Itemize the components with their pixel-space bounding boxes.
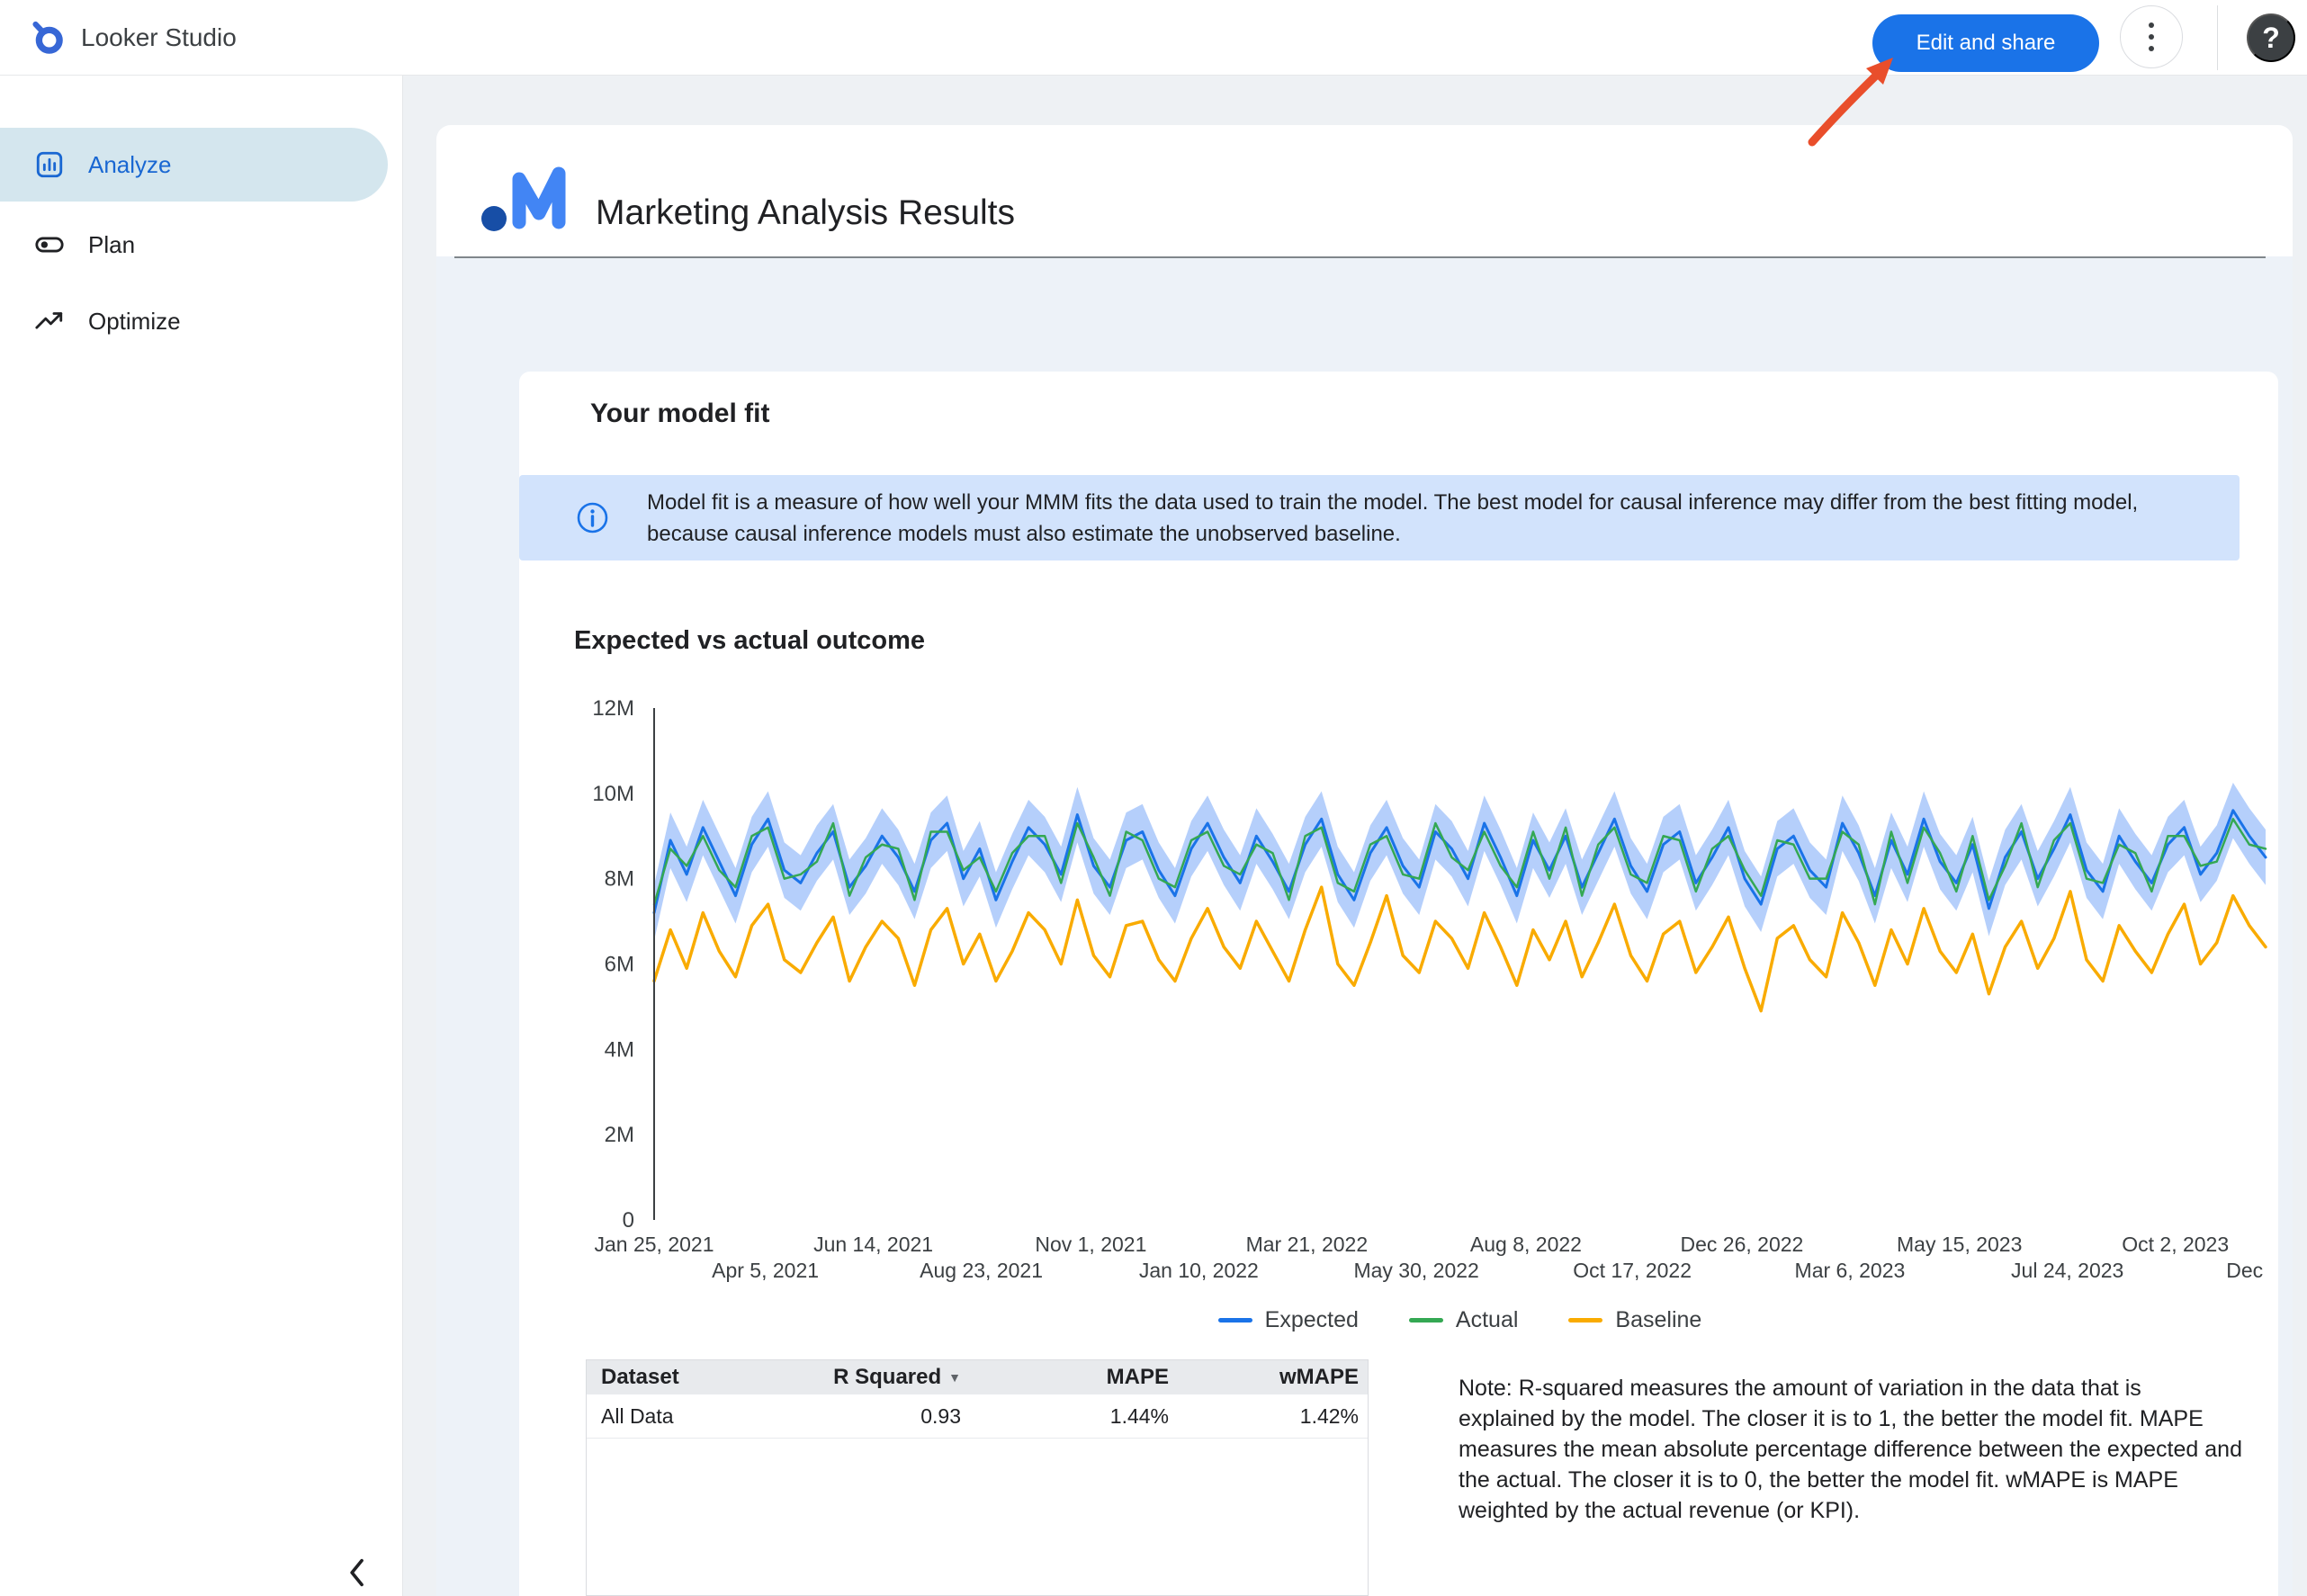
metrics-note: Note: R-squared measures the amount of v… [1459,1376,2242,1523]
sort-desc-icon: ▼ [948,1370,961,1385]
expected-line-swatch [1217,1318,1252,1323]
x-tick-label: May 15, 2023 [1897,1233,2022,1256]
x-tick-label: Jan 10, 2022 [1139,1259,1259,1282]
info-banner: Model fit is a measure of how well your … [519,475,2240,560]
main-area: Marketing Analysis Results Your model fi… [403,76,2307,1596]
legend-item-actual[interactable]: Actual [1408,1307,1518,1333]
section-title: Your model fit [590,399,770,428]
x-tick-label: Jul 24, 2023 [2011,1259,2123,1282]
y-tick-label: 10M [592,782,634,806]
x-tick-label: Apr 5, 2021 [712,1259,819,1282]
legend-item-expected[interactable]: Expected [1217,1307,1359,1333]
info-banner-text: Model fit is a measure of how well your … [647,489,2139,546]
chart-title: Expected vs actual outcome [574,626,926,655]
sidebar-item-optimize[interactable]: Optimize [0,288,388,354]
report-page: Marketing Analysis Results Your model fi… [436,125,2293,1596]
collapse-sidebar-button[interactable] [331,1547,382,1596]
cell-wmape: 1.42% [1299,1403,1359,1428]
topbar-divider [2217,5,2218,70]
cell-dataset: All Data [601,1403,674,1428]
model-fit-table: Dataset R Squared ▼ MAPE wMAPE All Data … [586,1359,1369,1596]
header-wmape[interactable]: wMAPE [1279,1365,1359,1389]
x-tick-label: Oct 2, 2023 [2122,1233,2229,1256]
x-tick-label: May 30, 2022 [1353,1259,1478,1282]
x-tick-label: Nov 1, 2021 [1035,1233,1146,1256]
info-icon [577,502,608,533]
left-nav: Analyze Plan Optimize [0,76,403,1596]
edit-and-share-button[interactable]: Edit and share [1872,14,2099,72]
legend-item-baseline[interactable]: Baseline [1568,1307,1701,1333]
optimize-trending-up-icon [35,312,63,329]
baseline-line-swatch [1568,1318,1603,1323]
model-fit-card: Your model fit Model fit is a measure of… [519,372,2278,1596]
x-tick-label: Aug 8, 2022 [1470,1233,1582,1256]
x-tick-label: Mar 21, 2022 [1246,1233,1369,1256]
table-row: All Data 0.93 1.44% 1.42% [587,1394,1368,1439]
x-tick-label: Mar 6, 2023 [1795,1259,1906,1282]
sidebar-item-label: Analyze [88,150,172,178]
looker-studio-logo-icon [32,21,63,54]
meridian-logo-icon [481,166,566,231]
sidebar-item-label: Optimize [88,307,181,335]
y-tick-label: 6M [605,953,634,977]
app-header: Looker Studio Edit and share ? [0,0,2307,76]
cell-mape: 1.44% [1109,1403,1169,1428]
expected-vs-actual-chart[interactable]: 0 2M 4M 6M 8M 10M 12M Jan 25, 2021 Apr 5, 2021 Ju… [519,695,2278,1289]
x-tick-label: Dec 26, 2022 [1681,1233,1804,1256]
x-tick-label: Jun 14, 2021 [813,1233,933,1256]
series-baseline [652,885,2267,1013]
sidebar-item-plan[interactable]: Plan [0,211,388,278]
sidebar-item-analyze[interactable]: Analyze [0,128,388,202]
sidebar-item-label: Plan [88,230,136,258]
x-tick-label: Jan 25, 2021 [594,1233,714,1256]
header-mape[interactable]: MAPE [1106,1365,1169,1389]
analyze-report-icon [36,151,63,178]
x-tick-label: Oct 17, 2022 [1573,1259,1692,1282]
plan-toggle-icon [35,237,64,253]
cell-r-squared: 0.93 [920,1403,961,1428]
help-button[interactable]: ? [2247,13,2295,62]
table-header-row: Dataset R Squared ▼ MAPE wMAPE [587,1360,1368,1394]
y-tick-label: 0 [623,1208,634,1233]
x-tick-label: Aug 23, 2021 [920,1259,1043,1282]
app-title: Looker Studio [81,23,237,51]
chart-legend: Expected Actual Baseline [654,1307,2266,1333]
chevron-left-icon [350,1558,364,1587]
y-tick-label: 8M [605,867,634,892]
header-divider [454,256,2266,258]
x-tick-label: Dec [2226,1259,2263,1282]
header-r-squared[interactable]: R Squared ▼ [833,1365,961,1389]
y-tick-label: 2M [605,1123,634,1147]
y-tick-label: 12M [592,696,634,721]
kebab-dot [2149,22,2154,28]
header-dataset[interactable]: Dataset [601,1365,679,1389]
series-actual [652,818,2267,906]
report-header: Marketing Analysis Results [436,125,2293,256]
actual-line-swatch [1408,1318,1443,1323]
y-tick-label: 4M [605,1037,634,1062]
report-title: Marketing Analysis Results [596,193,1016,232]
more-options-button[interactable] [2120,5,2183,68]
